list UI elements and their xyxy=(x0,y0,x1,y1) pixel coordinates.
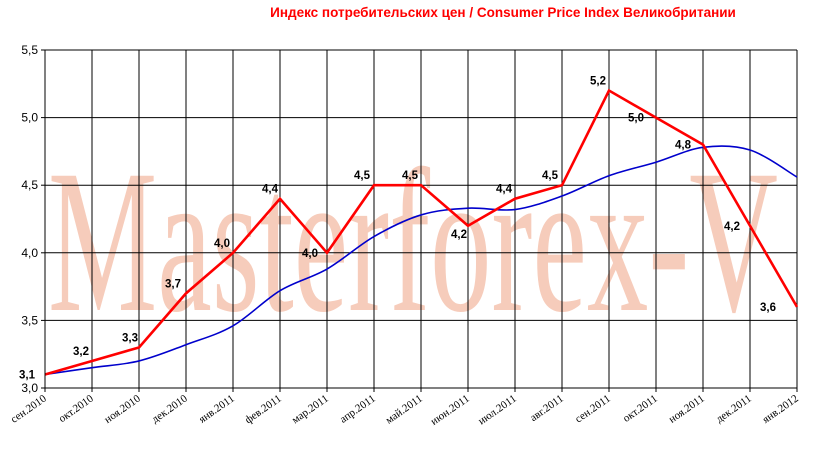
y-tick-label: 4,0 xyxy=(21,246,38,260)
y-tick-label: 5,0 xyxy=(21,111,38,125)
data-labels: 3,1 3,2 3,3 3,7 4,0 4,4 4,0 4,5 4,5 4,2 4,4 4,5 5,2 5… xyxy=(19,76,776,382)
data-label: 3,3 xyxy=(122,332,138,344)
series-line-cpi xyxy=(44,88,799,376)
x-tick-label: дек.2010 xyxy=(150,392,191,425)
x-tick-label: сен.2011 xyxy=(573,393,613,426)
x-tick-label: июн.2011 xyxy=(429,393,472,428)
data-label: 4,2 xyxy=(724,221,740,233)
x-tick-label: июл.2011 xyxy=(476,393,519,428)
data-label: 4,4 xyxy=(496,184,513,196)
data-label: 3,2 xyxy=(73,346,89,358)
data-label: 4,5 xyxy=(542,170,559,182)
x-tick-label: апр.2011 xyxy=(338,393,378,426)
x-tick-label: окт.2011 xyxy=(621,393,660,425)
y-tick-label: 3,0 xyxy=(21,381,38,395)
data-label: 4,0 xyxy=(302,248,318,260)
x-tick-label: ноя.2011 xyxy=(667,393,707,426)
x-axis-ticks: сен.2010 окт.2010 ноя.2010 дек.2010 янв.2011… xyxy=(9,388,801,428)
series-line-trend xyxy=(44,145,798,376)
x-tick-label: янв.2012 xyxy=(760,393,800,426)
x-tick-label: сен.2010 xyxy=(9,392,49,425)
y-tick-label: 4,5 xyxy=(21,178,38,192)
y-axis-ticks: 3,0 3,5 4,0 4,5 5,0 5,5 xyxy=(21,43,45,395)
x-tick-label: авг.2011 xyxy=(528,393,566,424)
y-tick-label: 3,5 xyxy=(21,313,38,327)
data-label: 4,5 xyxy=(354,170,371,182)
gridlines xyxy=(45,49,798,388)
x-tick-label: ноя.2010 xyxy=(102,392,143,426)
data-label: 5,2 xyxy=(590,76,606,88)
x-tick-label: окт.2010 xyxy=(57,392,97,425)
x-tick-label: мар.2011 xyxy=(290,393,331,427)
data-label: 3,6 xyxy=(760,302,776,314)
watermark: Masterforex-V xyxy=(48,128,778,355)
series-lines xyxy=(44,88,799,376)
chart-title: Индекс потребительских цен / Consumer Pr… xyxy=(270,5,736,20)
data-label: 3,7 xyxy=(165,278,181,290)
x-tick-label: янв.2011 xyxy=(197,393,237,426)
data-label: 3,1 xyxy=(19,369,36,381)
data-label: 4,8 xyxy=(675,140,692,152)
data-label: 4,2 xyxy=(451,229,467,241)
data-label: 5,0 xyxy=(628,113,644,125)
y-tick-label: 5,5 xyxy=(21,43,38,57)
data-label: 4,5 xyxy=(402,170,419,182)
data-label: 4,4 xyxy=(262,184,279,196)
x-tick-label: фев.2011 xyxy=(243,393,284,427)
x-tick-label: май.2011 xyxy=(383,393,424,427)
data-label: 4,0 xyxy=(214,238,230,250)
x-tick-label: дек.2011 xyxy=(714,393,754,426)
